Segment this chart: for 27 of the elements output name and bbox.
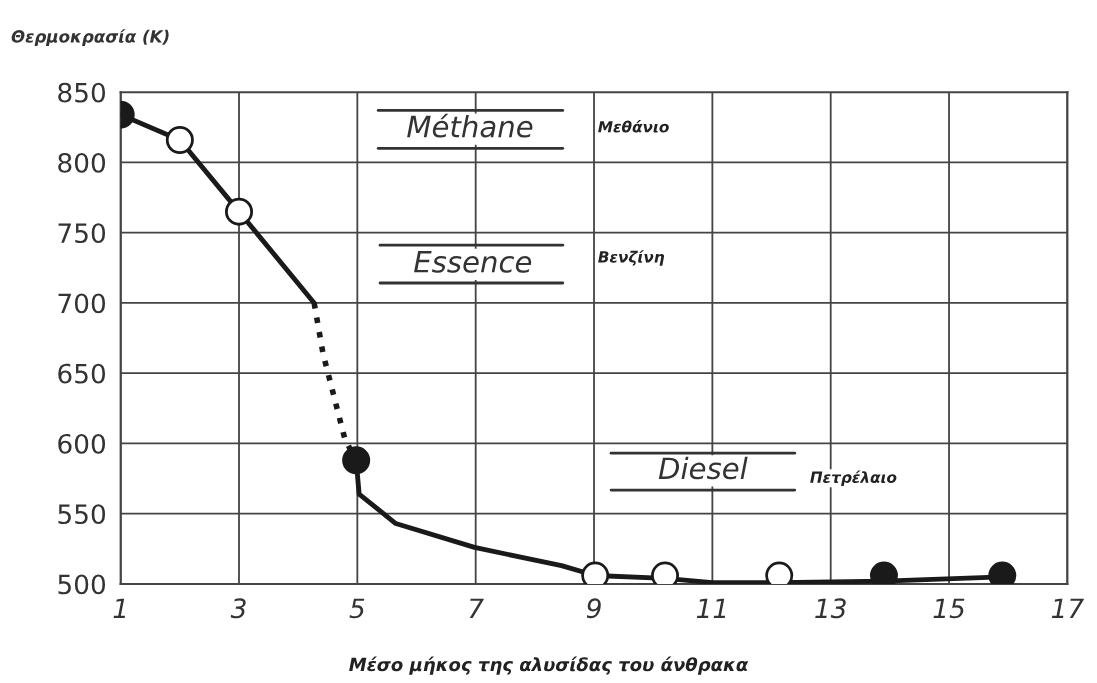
y-tick-label: 500 [58, 574, 106, 595]
y-tick-label: 550 [58, 504, 106, 525]
annotation: Βενζίνη [598, 250, 665, 266]
x-tick-label: 11 [696, 598, 726, 618]
y-axis-title: Θερμοκρασία (K) [11, 29, 169, 46]
x-axis-title: Μέσο μήκος της αλυσίδας του άνθρακα [349, 656, 749, 675]
y-tick-label: 600 [58, 433, 106, 454]
x-tick-label: 9 [586, 598, 601, 619]
x-tick-label: 13 [815, 598, 846, 619]
x-tick-label: 15 [933, 598, 965, 619]
x-tick-label: 5 [349, 598, 365, 619]
y-tick-label: 800 [58, 152, 106, 173]
y-tick-label: 700 [58, 293, 106, 314]
x-tick-label: 1 [113, 598, 126, 618]
annotation: Πετρέλαιο [810, 470, 897, 486]
annotation: Diesel [658, 456, 748, 480]
annotation: Μεθάνιο [598, 120, 669, 133]
x-tick-label: 7 [469, 598, 484, 618]
annotation: Essence [414, 251, 532, 273]
point [225, 197, 254, 226]
point [165, 125, 194, 154]
y-tick-label: 650 [58, 363, 106, 384]
x-tick-label: 3 [230, 598, 246, 619]
y-tick-label: 850 [58, 82, 106, 103]
y-tick-label: 750 [58, 223, 106, 244]
x-tick-label: 17 [1051, 598, 1084, 618]
annotation: Méthane [407, 113, 533, 138]
